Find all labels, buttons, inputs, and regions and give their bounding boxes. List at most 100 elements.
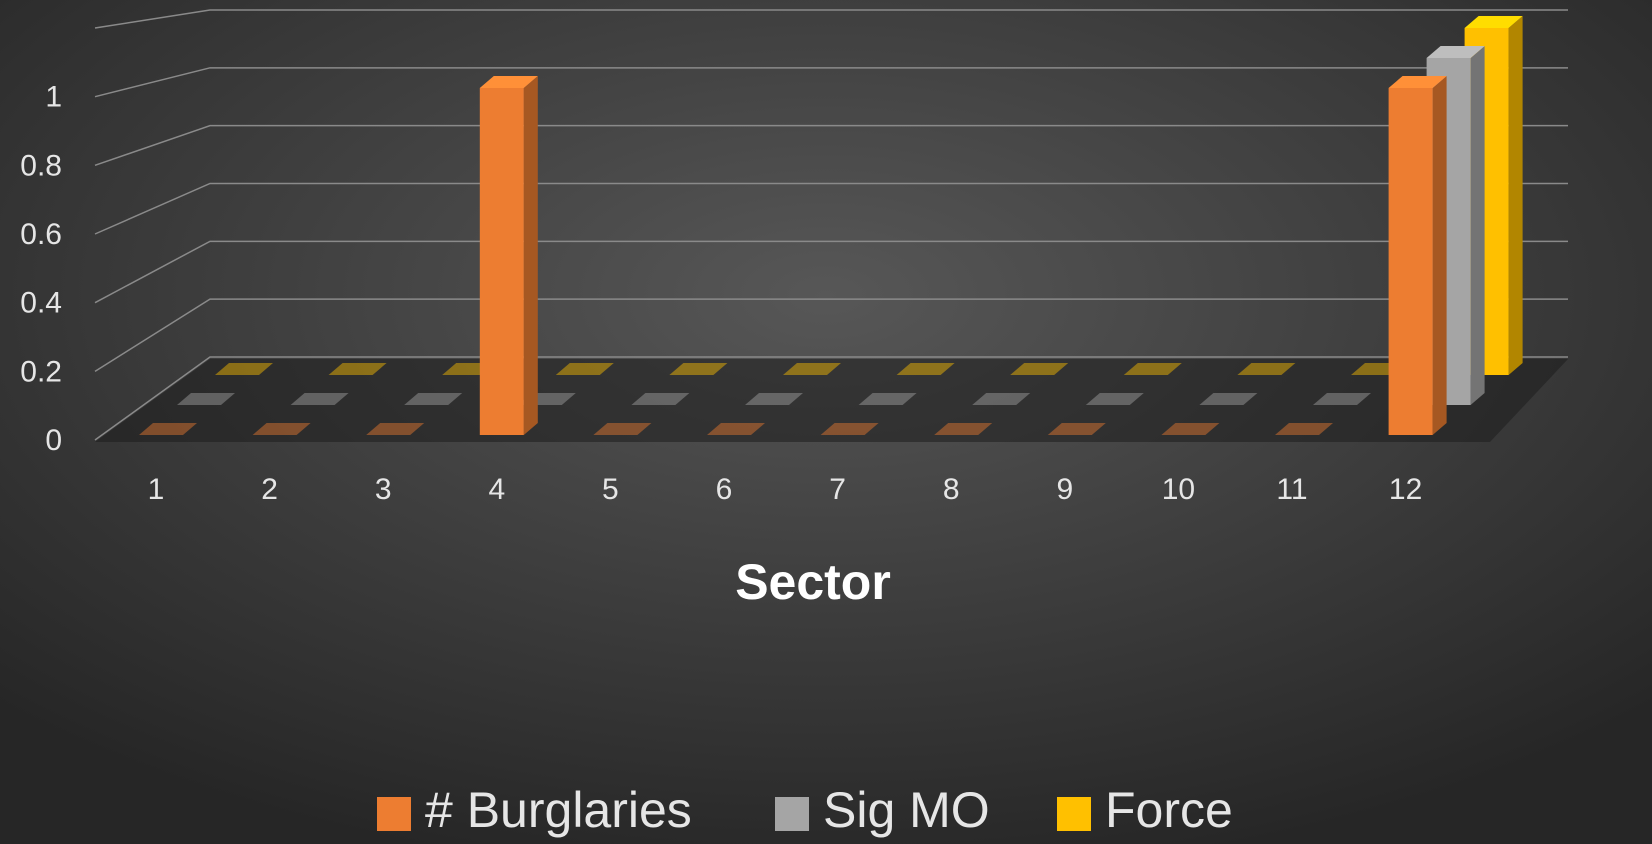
legend-swatch [377, 797, 411, 831]
bar [1237, 363, 1296, 375]
bar [1313, 393, 1371, 405]
legend-label: Force [1105, 782, 1233, 838]
bar-top [1047, 423, 1106, 435]
x-tick-label: 8 [943, 473, 960, 506]
grid-line [94, 356, 1568, 441]
bar [328, 363, 387, 375]
x-tick-label: 3 [375, 473, 392, 506]
legend-swatch [775, 797, 809, 831]
bar [858, 393, 917, 405]
bar [479, 76, 538, 435]
bar-top [1199, 393, 1258, 405]
x-tick-label: 7 [829, 473, 846, 506]
y-tick-label: 0.6 [20, 218, 62, 251]
bar-top [1237, 363, 1296, 375]
y-tick-label: 0.2 [20, 355, 62, 388]
bar [139, 423, 197, 435]
bar-top [896, 363, 955, 375]
bar-side [1470, 46, 1485, 405]
bar [1199, 393, 1258, 405]
grid-line [94, 124, 1568, 167]
bar [820, 423, 879, 435]
bar-side [1432, 76, 1447, 435]
bar [1047, 423, 1106, 435]
y-tick-label: 0.8 [20, 149, 62, 182]
bar-top [1313, 393, 1371, 405]
bar-top [934, 423, 993, 435]
y-tick-label: 0 [45, 424, 62, 457]
bar-top [1464, 16, 1523, 28]
bar-top [139, 423, 197, 435]
bar [783, 363, 841, 375]
x-axis-title: Sector [735, 554, 891, 610]
bar [366, 423, 425, 435]
bar-top [669, 363, 728, 375]
bar [177, 393, 235, 405]
grid-line [94, 298, 1568, 372]
bar-front [479, 88, 524, 435]
bar-top [366, 423, 425, 435]
bar [593, 423, 652, 435]
bar-front [1388, 88, 1433, 435]
bar-top [820, 423, 879, 435]
bar-top [972, 393, 1031, 405]
grid-line [94, 9, 1568, 29]
bar [1085, 393, 1144, 405]
legend-label: Sig MO [823, 782, 990, 838]
bar [934, 423, 993, 435]
bar [290, 393, 349, 405]
bar-side [523, 76, 538, 435]
bar-top [858, 393, 917, 405]
bar-top [1388, 76, 1447, 88]
bar-top [1426, 46, 1485, 58]
bar-top [1275, 423, 1333, 435]
bar-top [1010, 363, 1069, 375]
bar-top [328, 363, 387, 375]
grid-line [94, 240, 1568, 304]
x-tick-label: 5 [602, 473, 619, 506]
bar [215, 363, 273, 375]
legend-swatch [1057, 797, 1091, 831]
bar-top [479, 76, 538, 88]
x-tick-label: 10 [1162, 473, 1195, 506]
bar-top [404, 393, 463, 405]
legend-label: # Burglaries [425, 782, 692, 838]
bar-top [177, 393, 235, 405]
bar-side [1508, 16, 1523, 375]
bar [631, 393, 690, 405]
bar-top [1161, 423, 1220, 435]
x-tick-label: 12 [1389, 473, 1422, 506]
x-tick-label: 2 [261, 473, 278, 506]
bar-top [593, 423, 652, 435]
x-tick-label: 9 [1056, 473, 1073, 506]
bar [1010, 363, 1069, 375]
bar-top [707, 423, 765, 435]
bar-top [555, 363, 614, 375]
bar-top [252, 423, 311, 435]
bar [252, 423, 311, 435]
bar [669, 363, 728, 375]
x-tick-label: 6 [716, 473, 733, 506]
x-tick-label: 1 [148, 473, 165, 506]
y-tick-label: 0.4 [20, 287, 62, 320]
bar [404, 393, 463, 405]
bar-top [783, 363, 841, 375]
bar [707, 423, 765, 435]
y-tick-label: 1 [45, 81, 62, 114]
bar [1123, 363, 1182, 375]
bar-top [1123, 363, 1182, 375]
bar-top [290, 393, 349, 405]
bar [745, 393, 803, 405]
x-tick-label: 11 [1276, 473, 1307, 506]
grid-line [94, 182, 1568, 235]
bar-top [745, 393, 803, 405]
bar [1388, 76, 1447, 435]
bar-top [1085, 393, 1144, 405]
x-tick-label: 4 [488, 473, 505, 506]
bar [896, 363, 955, 375]
bar [1161, 423, 1220, 435]
bar [972, 393, 1031, 405]
grid-line [94, 67, 1568, 98]
floor [95, 359, 1568, 442]
